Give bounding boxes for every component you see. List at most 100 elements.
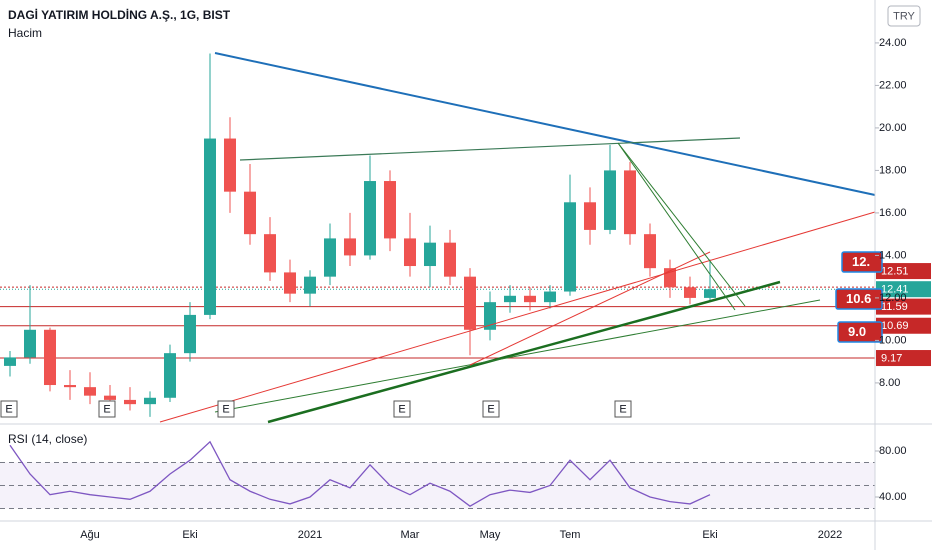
candle-body <box>424 242 436 267</box>
candle-body <box>604 170 616 230</box>
candle-body <box>4 357 16 366</box>
candle-body <box>404 238 416 267</box>
last-price-label-box <box>876 281 931 298</box>
volume-label: Hacim <box>8 26 42 40</box>
drawing-label-box <box>841 251 883 273</box>
candle-body <box>24 329 36 358</box>
currency-button[interactable]: TRY <box>887 5 921 27</box>
candle-body <box>304 276 316 294</box>
candle-body <box>84 387 96 396</box>
y-tick-label: 22.00 <box>879 79 907 91</box>
earnings-box <box>614 400 632 418</box>
trend-line <box>617 142 746 307</box>
trend-line <box>617 142 736 311</box>
rsi-tick-label: 80.00 <box>879 445 907 457</box>
y-tick-label: 24.00 <box>879 37 907 49</box>
candle-body <box>264 234 276 273</box>
candle-body <box>584 202 596 230</box>
rsi-label: RSI (14, close) <box>8 432 87 446</box>
earnings-box <box>393 400 411 418</box>
currency-button-box[interactable] <box>887 5 921 27</box>
x-tick-label: May <box>480 529 501 541</box>
level-label-box <box>876 350 931 367</box>
candle-body <box>504 295 516 303</box>
candle-body <box>244 191 256 235</box>
earnings-markers: E E E E E E <box>0 400 632 418</box>
y-tick-label: 8.00 <box>879 377 900 389</box>
candle-body <box>444 242 456 277</box>
candle-body <box>224 138 236 192</box>
trend-line <box>267 280 781 424</box>
candle-body <box>124 399 136 405</box>
earnings-box <box>0 400 18 418</box>
y-tick-label: 20.00 <box>879 122 907 134</box>
candle-body <box>204 138 216 315</box>
level-label-box <box>876 298 931 315</box>
level-label: 12.51 <box>881 265 909 277</box>
earnings-box <box>482 400 500 418</box>
currency-text[interactable]: TRY <box>893 10 915 22</box>
earnings-box <box>217 400 235 418</box>
level-label: 10.69 <box>881 320 909 332</box>
drawing-label: 9.0 <box>848 324 866 339</box>
drawings <box>159 52 876 424</box>
candle-body <box>184 314 196 354</box>
x-tick-label: 2021 <box>298 529 322 541</box>
earnings-label: E <box>398 403 405 415</box>
candle-body <box>164 353 176 398</box>
candle-body <box>624 170 636 235</box>
candle-body <box>544 291 556 303</box>
earnings-label: E <box>5 403 12 415</box>
earnings-label: E <box>619 403 626 415</box>
drawing-label: 12. <box>852 254 870 269</box>
rsi-line <box>9 440 711 507</box>
candle-body <box>564 202 576 292</box>
level-label: 9.17 <box>881 352 902 364</box>
trend-line <box>239 137 741 161</box>
rsi-tick-label: 40.00 <box>879 491 907 503</box>
candle-body <box>524 295 536 303</box>
candle-body <box>684 287 696 298</box>
candle-body <box>344 238 356 256</box>
candle-body <box>364 181 376 256</box>
y-tick-label: 18.00 <box>879 164 907 176</box>
earnings-label: E <box>222 403 229 415</box>
chart-title: DAGİ YATIRIM HOLDİNG A.Ş., 1G, BIST <box>8 7 231 22</box>
candle-body <box>104 395 116 400</box>
last-price-label: 12.41 <box>881 284 909 296</box>
y-tick-label: 12.00 <box>879 292 907 304</box>
trend-line <box>159 211 876 423</box>
trend-line <box>214 52 876 196</box>
earnings-label: E <box>103 403 110 415</box>
x-tick-label: Ağu <box>80 529 100 541</box>
y-tick-label: 10.00 <box>879 334 907 346</box>
axes: 8.00 10.00 12.00 14.00 16.00 18.00 20.00 22.00 2… <box>80 37 906 541</box>
plot-area <box>0 53 875 509</box>
x-tick-label: Eki <box>702 529 717 541</box>
x-tick-label: Eki <box>182 529 197 541</box>
drawing-label-box <box>837 321 883 343</box>
candle-body <box>704 289 716 298</box>
candle-body <box>144 397 156 405</box>
level-label-box <box>876 263 931 280</box>
y-tick-label: 16.00 <box>879 207 907 219</box>
y-tick-label: 14.00 <box>879 249 907 261</box>
drawing-label-box <box>835 288 883 310</box>
candle-body <box>484 302 496 330</box>
candle-body <box>644 234 656 269</box>
x-tick-label: 2022 <box>818 529 842 541</box>
x-tick-label: Mar <box>401 529 420 541</box>
level-label: 11.59 <box>881 301 908 313</box>
trend-line <box>214 299 821 413</box>
trend-line <box>469 251 711 366</box>
earnings-box <box>98 400 116 418</box>
drawing-label: 10.6 <box>846 291 871 306</box>
candle-body <box>324 238 336 277</box>
candle-body <box>384 181 396 239</box>
rsi-band <box>0 462 875 509</box>
earnings-label: E <box>487 403 494 415</box>
candle-body <box>44 329 56 386</box>
candle-body <box>64 385 76 388</box>
